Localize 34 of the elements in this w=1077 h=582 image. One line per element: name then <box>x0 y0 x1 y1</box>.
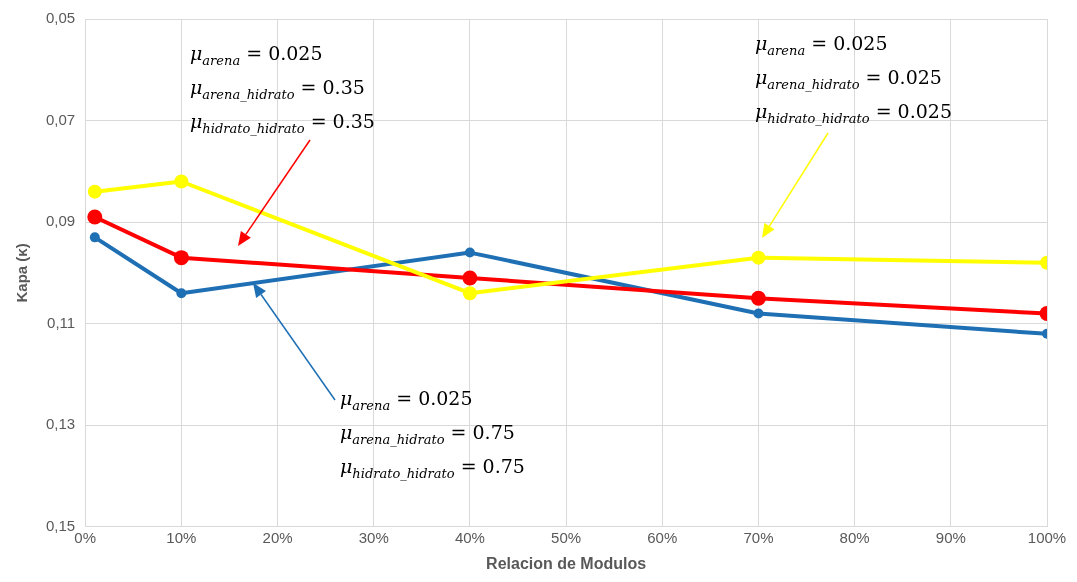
point <box>462 270 478 286</box>
x-tick-label: 50% <box>551 528 582 546</box>
x-tick-label: 20% <box>262 528 293 546</box>
point <box>753 308 764 319</box>
point <box>87 184 102 199</box>
point <box>176 288 187 299</box>
y-tick-label: 0,13 <box>45 415 76 433</box>
y-tick-label: 0,07 <box>45 110 76 128</box>
y-tick-label: 0,05 <box>45 9 76 27</box>
text: μ$_{arena}$ = 0.025 μ$_{arena_hidrato}$ = 0.35 μ$_{hidrato_hidrato}$ = 0.35 <box>190 42 375 136</box>
point <box>750 290 766 306</box>
x-tick-label: 100% <box>1027 528 1067 546</box>
text: μ$_{arena}$ = 0.025 μ$_{arena_hidrato}$ = 0.025 μ$_{hidrato_hidrato}$ = 0.025 <box>755 32 953 126</box>
point <box>174 174 189 189</box>
point <box>87 209 103 225</box>
y-tick-label: 0,11 <box>47 313 76 331</box>
x-tick-label: 90% <box>935 528 966 546</box>
point <box>89 232 100 243</box>
x-tick-label: 80% <box>839 528 870 546</box>
x-tick-label: 0% <box>74 528 97 546</box>
point <box>173 250 189 266</box>
y-axis-title: Kapa (κ) <box>13 243 31 303</box>
point <box>464 247 475 258</box>
x-tick-label: 60% <box>647 528 678 546</box>
y-tick-label: 0,15 <box>45 516 76 534</box>
x-tick-label: 40% <box>454 528 485 546</box>
text: μ$_{arena}$ = 0.025 μ$_{arena_hidrato}$ = 0.75 μ$_{hidrato_hidrato}$ = 0.75 <box>340 387 525 481</box>
x-axis-title: Relacion de Modulos <box>486 554 647 572</box>
y-tick-label: 0,09 <box>45 212 76 230</box>
point <box>462 286 477 301</box>
x-tick-label: 30% <box>358 528 389 546</box>
x-tick-label: 10% <box>166 528 197 546</box>
point <box>751 250 766 265</box>
x-tick-label: 70% <box>743 528 774 546</box>
